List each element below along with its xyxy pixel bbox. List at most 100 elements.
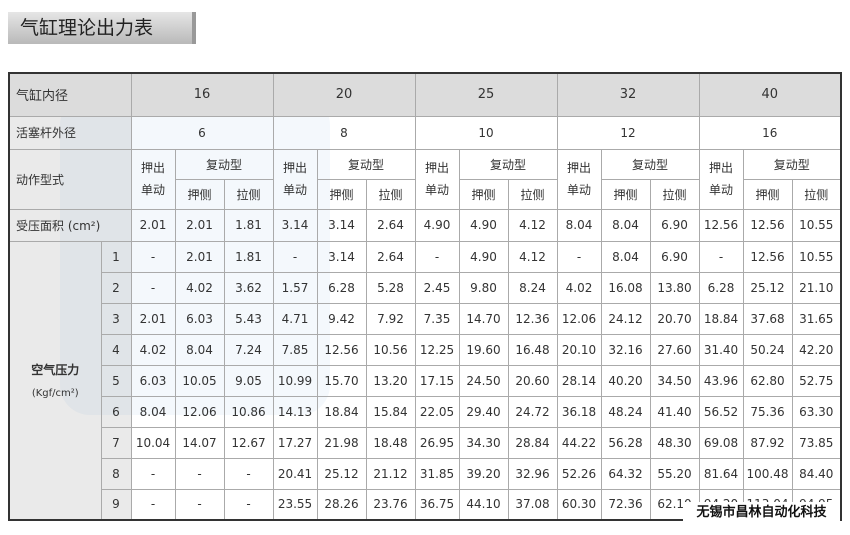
pull-side: 拉侧 xyxy=(365,178,416,210)
force-value: 6.28 xyxy=(316,271,367,304)
force-value: 39.20 xyxy=(458,457,509,490)
force-value: 43.96 xyxy=(698,364,744,397)
force-value: 48.30 xyxy=(649,426,700,459)
single-action-text: 单动 xyxy=(140,183,165,197)
pressure-value: 7 xyxy=(100,426,132,459)
force-value: 21.12 xyxy=(365,457,416,490)
force-value: 3.62 xyxy=(223,271,274,304)
force-value: 9.42 xyxy=(316,302,367,335)
force-value: 81.64 xyxy=(698,457,744,490)
force-value: 44.22 xyxy=(556,426,602,459)
force-value: - xyxy=(223,457,274,490)
single-action-text: 押出 xyxy=(282,161,307,175)
pressure-label: 空气压力 (Kgf/cm²) xyxy=(8,240,102,521)
force-value: 19.60 xyxy=(458,333,509,366)
force-value: 2.01 xyxy=(174,240,225,273)
force-value: 8.04 xyxy=(174,333,225,366)
table-row: 空气压力 (Kgf/cm²) 1-2.01 1.81-3.14 2.64-4.90 4.1… xyxy=(8,240,842,521)
force-value: 18.48 xyxy=(365,426,416,459)
row-label: 动作型式 xyxy=(8,148,132,210)
force-value: 73.85 xyxy=(791,426,842,459)
force-value: 15.70 xyxy=(316,364,367,397)
force-value: 7.24 xyxy=(223,333,274,366)
force-value: 31.40 xyxy=(698,333,744,366)
bore-size: 20 xyxy=(272,72,416,117)
force-value: 24.50 xyxy=(458,364,509,397)
push-side: 押侧 xyxy=(742,178,793,210)
force-value: 25.12 xyxy=(742,271,793,304)
force-value: 10.56 xyxy=(365,333,416,366)
area-value: 1.81 xyxy=(223,208,274,242)
force-value: 32.96 xyxy=(507,457,558,490)
bore-size: 32 xyxy=(556,72,700,117)
double-action: 复动型 xyxy=(174,148,274,180)
force-value: 14.07 xyxy=(174,426,225,459)
area-value: 12.56 xyxy=(698,208,744,242)
force-value: 32.16 xyxy=(600,333,651,366)
force-value: 1.57 xyxy=(272,271,318,304)
table-row: 4 4.02 8.04 7.24 7.85 12.56 10.56 12.25 19.60 16.… xyxy=(9,333,842,366)
force-value: 63.30 xyxy=(791,395,842,428)
table-row: 受压面积 (cm²) 2.01 2.01 1.81 3.14 3.14 2.64 4.90 4.… xyxy=(8,208,842,242)
force-value: 21.10 xyxy=(791,271,842,304)
area-value: 2.64 xyxy=(365,208,416,242)
force-value: 12.56 xyxy=(316,333,367,366)
force-value: 17.27 xyxy=(272,426,318,459)
force-value: 50.24 xyxy=(742,333,793,366)
force-value: 13.20 xyxy=(365,364,416,397)
force-value: 12.56 xyxy=(742,240,793,273)
bore-size: 16 xyxy=(130,72,274,117)
force-value: 100.48 xyxy=(742,457,793,490)
force-value: 10.86 xyxy=(223,395,274,428)
force-value: 26.95 xyxy=(414,426,460,459)
force-value: 22.05 xyxy=(414,395,460,428)
table-row: 8- - -20.41 25.12 21.12 31.85 39.20 32.96 52.26 6… xyxy=(9,457,842,490)
force-value: - xyxy=(223,488,274,521)
rod-size: 10 xyxy=(414,115,558,150)
force-value: 27.60 xyxy=(649,333,700,366)
pressure-label-text: 空气压力 xyxy=(31,363,80,378)
area-value: 8.04 xyxy=(600,208,651,242)
force-value: 21.98 xyxy=(316,426,367,459)
force-value: - xyxy=(130,488,176,521)
force-value: 4.71 xyxy=(272,302,318,335)
force-value: 17.15 xyxy=(414,364,460,397)
force-value: 10.05 xyxy=(174,364,225,397)
force-value: 75.36 xyxy=(742,395,793,428)
pull-side: 拉侧 xyxy=(223,178,274,210)
rod-size: 6 xyxy=(130,115,274,150)
force-value: 41.40 xyxy=(649,395,700,428)
force-value: 20.41 xyxy=(272,457,318,490)
force-value: 56.52 xyxy=(698,395,744,428)
table-row: 3 2.01 6.03 5.43 4.71 9.42 7.92 7.35 14.70 12.36 1… xyxy=(9,302,842,335)
table-row: 动作型式 押出 单动 复动型 押出 单动 复动型 押出 单动 复动型 押出 单动 复动型 押出 单动 复动型 xyxy=(8,148,842,210)
table-row: 气缸内径 16 20 25 32 40 xyxy=(8,72,842,117)
rod-size: 12 xyxy=(556,115,700,150)
force-value: - xyxy=(698,240,744,273)
force-value: 72.36 xyxy=(600,488,651,521)
double-action: 复动型 xyxy=(316,148,416,180)
force-value: 42.20 xyxy=(791,333,842,366)
force-value: 56.28 xyxy=(600,426,651,459)
force-value: 7.92 xyxy=(365,302,416,335)
double-action: 复动型 xyxy=(600,148,700,180)
pressure-value: 6 xyxy=(100,395,132,428)
area-value: 4.90 xyxy=(414,208,460,242)
force-value: 34.30 xyxy=(458,426,509,459)
push-side: 押侧 xyxy=(600,178,651,210)
force-value: 64.32 xyxy=(600,457,651,490)
single-action: 押出 单动 xyxy=(556,148,602,210)
force-value: 37.08 xyxy=(507,488,558,521)
pressure-value: 9 xyxy=(100,488,132,521)
force-value: 31.85 xyxy=(414,457,460,490)
force-value: - xyxy=(130,240,176,273)
force-value: - xyxy=(130,271,176,304)
force-value: 87.92 xyxy=(742,426,793,459)
force-value: 12.25 xyxy=(414,333,460,366)
force-value: - xyxy=(174,488,225,521)
area-value: 6.90 xyxy=(649,208,700,242)
table-row: 6 8.04 12.06 10.86 14.13 18.84 15.84 22.05 29.40… xyxy=(9,395,842,428)
force-value: 20.60 xyxy=(507,364,558,397)
force-value: 31.65 xyxy=(791,302,842,335)
double-action: 复动型 xyxy=(742,148,842,180)
